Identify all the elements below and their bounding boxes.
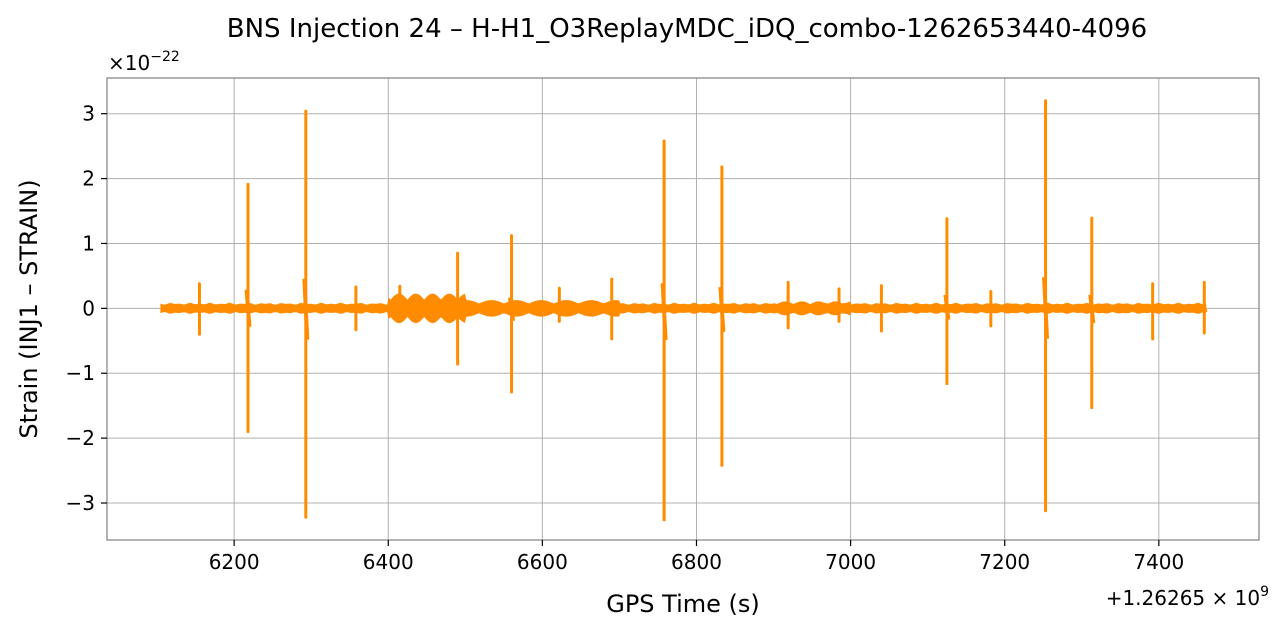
strain-spike-core xyxy=(1088,294,1096,324)
y-tick-label: 3 xyxy=(82,102,95,126)
y-tick-label: 2 xyxy=(82,167,95,191)
strain-spike-core xyxy=(302,278,310,340)
y-tick-label: 0 xyxy=(82,296,95,320)
x-axis-ticks: 6200 6400 6600 6800 7000 7200 7400 xyxy=(209,540,1184,574)
y-axis-ticks: −3 −2 −1 0 1 2 3 xyxy=(66,102,107,515)
strain-spike-core xyxy=(244,289,252,328)
strain-spike-core xyxy=(660,283,668,341)
strain-spike-core xyxy=(1042,277,1050,339)
strain-spike-core xyxy=(1149,303,1157,314)
strain-spike-core xyxy=(508,297,516,322)
x-tick-label: 7400 xyxy=(1133,550,1184,574)
y-axis-label: Strain (INJ1 – STRAIN) xyxy=(15,179,43,438)
strain-spike-core xyxy=(352,304,360,313)
y-tick-label: −1 xyxy=(66,361,95,385)
y-tick-label: −2 xyxy=(66,426,95,450)
plot-frame xyxy=(106,77,1260,541)
strain-series-group xyxy=(160,99,1208,522)
strain-spike-core xyxy=(396,303,403,311)
strain-spike-core xyxy=(784,303,792,313)
x-tick-label: 7000 xyxy=(825,550,876,574)
x-tick-label: 6800 xyxy=(671,550,722,574)
strain-spike-core xyxy=(878,304,885,313)
x-tick-label: 6200 xyxy=(209,550,260,574)
x-tick-label: 6600 xyxy=(517,550,568,574)
strain-spike-core xyxy=(987,304,995,312)
chart-title: BNS Injection 24 – H-H1_O3ReplayMDC_iDQ_… xyxy=(227,14,1147,44)
strain-spike-core xyxy=(1200,303,1208,313)
strain-spike-core xyxy=(718,286,726,333)
strain-spike-core xyxy=(556,304,563,312)
x-offset-label: +1.26265 × 109 xyxy=(1106,584,1269,610)
strain-noise-band xyxy=(160,293,1207,324)
y-tick-label: −3 xyxy=(66,491,95,515)
x-tick-label: 7200 xyxy=(979,550,1030,574)
strain-spike-core xyxy=(835,304,843,312)
strain-spike-core xyxy=(943,294,951,320)
strain-spike-core xyxy=(454,299,462,318)
y-scale-multiplier: ×10−22 xyxy=(108,49,180,75)
x-axis-label: GPS Time (s) xyxy=(606,590,760,618)
strain-spike-core xyxy=(608,303,616,314)
x-tick-label: 6400 xyxy=(363,550,414,574)
y-tick-label: 1 xyxy=(82,231,95,255)
strain-spike-core xyxy=(196,303,203,313)
